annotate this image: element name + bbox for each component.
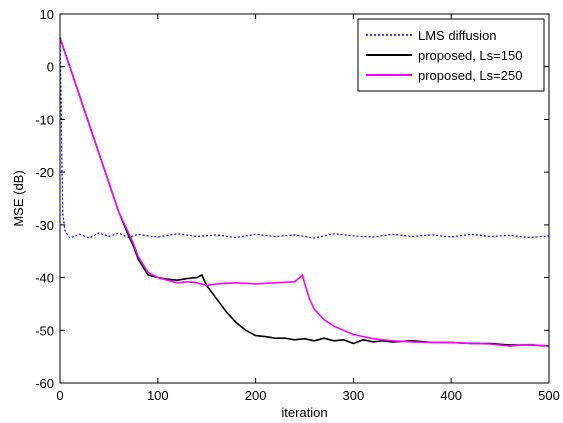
series-layer — [59, 37, 550, 347]
y-tick-label-6: -50 — [35, 323, 54, 338]
y-axis-label: MSE (dB) — [11, 170, 26, 226]
x-tick-label-4: 400 — [440, 388, 462, 403]
x-axis-label: iteration — [281, 405, 327, 420]
legend: LMS diffusion proposed, Ls=150 proposed,… — [357, 18, 545, 92]
y-tick-label-4: -30 — [35, 218, 54, 233]
plot-frame — [59, 13, 550, 384]
x-tick-label-2: 200 — [245, 388, 267, 403]
series-line-lms-diffusion — [59, 37, 550, 239]
x-tick-label-1: 100 — [147, 388, 169, 403]
legend-label-proposed-ls250: proposed, Ls=250 — [418, 68, 522, 83]
y-tick-label-7: -60 — [35, 376, 54, 391]
x-tick-label-3: 300 — [343, 388, 365, 403]
y-tick-label-0: 10 — [40, 7, 54, 22]
legend-label-lms-diffusion: LMS diffusion — [418, 28, 497, 43]
y-tick-label-3: -20 — [35, 165, 54, 180]
legend-label-proposed-ls150: proposed, Ls=150 — [418, 48, 522, 63]
y-tick-label-1: 0 — [47, 60, 54, 75]
series-line-proposed-ls-250 — [59, 37, 550, 347]
y-tick-label-5: -40 — [35, 271, 54, 286]
y-tick-label-2: -10 — [35, 112, 54, 127]
x-tick-label-0: 0 — [56, 388, 63, 403]
x-tick-label-5: 500 — [538, 388, 560, 403]
